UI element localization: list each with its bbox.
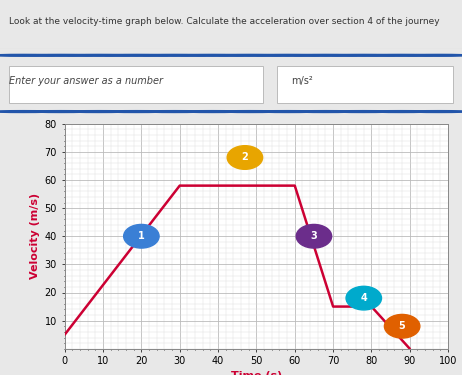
- Circle shape: [29, 111, 93, 112]
- Circle shape: [369, 111, 433, 112]
- Ellipse shape: [227, 146, 262, 170]
- Text: 3: 3: [310, 231, 317, 241]
- Circle shape: [331, 111, 395, 112]
- Circle shape: [67, 111, 131, 112]
- Circle shape: [142, 111, 207, 112]
- Text: Look at the velocity-time graph below. Calculate the acceleration over section 4: Look at the velocity-time graph below. C…: [9, 17, 440, 26]
- Circle shape: [218, 54, 282, 56]
- FancyBboxPatch shape: [9, 66, 263, 103]
- Circle shape: [180, 54, 244, 56]
- Circle shape: [0, 54, 55, 56]
- Circle shape: [255, 54, 320, 56]
- Circle shape: [255, 111, 320, 112]
- Ellipse shape: [296, 224, 332, 248]
- Text: 4: 4: [360, 293, 367, 303]
- Circle shape: [104, 54, 169, 56]
- Ellipse shape: [384, 314, 420, 338]
- Circle shape: [0, 111, 55, 112]
- Text: 2: 2: [242, 153, 248, 162]
- Text: Enter your answer as a number: Enter your answer as a number: [9, 76, 163, 86]
- Circle shape: [407, 54, 462, 56]
- Ellipse shape: [124, 224, 159, 248]
- Circle shape: [218, 111, 282, 112]
- Circle shape: [67, 54, 131, 56]
- Y-axis label: Velocity (m/s): Velocity (m/s): [30, 193, 41, 279]
- Circle shape: [104, 111, 169, 112]
- X-axis label: Time (s): Time (s): [231, 370, 282, 375]
- Text: 5: 5: [399, 321, 406, 331]
- Circle shape: [293, 54, 358, 56]
- Circle shape: [331, 54, 395, 56]
- Circle shape: [369, 54, 433, 56]
- Text: 1: 1: [138, 231, 145, 241]
- Circle shape: [180, 111, 244, 112]
- Text: m/s²: m/s²: [291, 76, 313, 86]
- Circle shape: [407, 111, 462, 112]
- FancyBboxPatch shape: [277, 66, 453, 103]
- Circle shape: [293, 111, 358, 112]
- Circle shape: [29, 54, 93, 56]
- Circle shape: [142, 54, 207, 56]
- Ellipse shape: [346, 286, 382, 310]
